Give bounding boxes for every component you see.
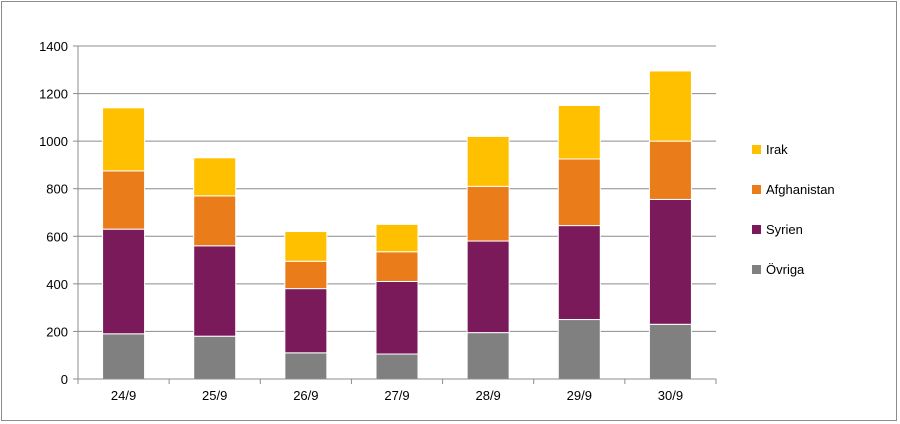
- bar-segment: [102, 333, 146, 380]
- bar-segment: [557, 158, 601, 227]
- bar-segment: [466, 185, 510, 242]
- gridlines: [78, 45, 716, 332]
- bars: [102, 70, 692, 380]
- bar-segment: [193, 245, 237, 337]
- legend-swatch: [752, 265, 761, 274]
- y-tick-label: 800: [46, 182, 68, 197]
- legend-label: Syrien: [766, 222, 803, 237]
- bar-segment: [102, 107, 146, 172]
- bar-segment: [102, 228, 146, 335]
- bar-segment: [648, 198, 692, 325]
- legend-swatch: [752, 225, 761, 234]
- bar-segment: [193, 335, 237, 380]
- y-tick-label: 1000: [39, 134, 68, 149]
- x-tick-label: 29/9: [567, 388, 592, 403]
- y-tick-label: 600: [46, 229, 68, 244]
- bar-segment: [648, 323, 692, 380]
- bar-segment: [284, 352, 328, 380]
- bar-segment: [193, 157, 237, 197]
- y-axis-ticks: 0 200 400 600 800 1000 1200 1400: [39, 39, 78, 387]
- bar-segment: [284, 260, 328, 290]
- bar-segment: [375, 223, 419, 253]
- y-tick-label: 200: [46, 324, 68, 339]
- bar-segment: [557, 319, 601, 380]
- y-tick-label: 1400: [39, 39, 68, 54]
- bar-segment: [466, 332, 510, 380]
- bar-segment: [284, 231, 328, 262]
- legend-label: Övriga: [766, 262, 805, 277]
- x-tick-label: 25/9: [202, 388, 227, 403]
- x-tick-label: 27/9: [384, 388, 409, 403]
- x-tick-label: 24/9: [111, 388, 136, 403]
- legend-swatch: [752, 145, 761, 154]
- y-tick-label: 0: [61, 372, 68, 387]
- bar-segment: [284, 288, 328, 354]
- bar-segment: [375, 353, 419, 380]
- y-tick-label: 400: [46, 277, 68, 292]
- bar-segment: [375, 280, 419, 355]
- axes: [77, 46, 716, 380]
- bar-segment: [466, 240, 510, 334]
- legend-label: Afghanistan: [766, 182, 835, 197]
- legend-label: Irak: [766, 142, 788, 157]
- bar-segment: [648, 70, 692, 142]
- bar-segment: [375, 251, 419, 282]
- legend: Irak Afghanistan Syrien Övriga: [752, 142, 835, 277]
- y-tick-label: 1200: [39, 87, 68, 102]
- bar-segment: [193, 195, 237, 247]
- bar-segment: [557, 104, 601, 160]
- x-axis-ticks: 24/9 25/9 26/9 27/9 28/9 29/9 30/9: [77, 379, 717, 403]
- x-tick-label: 26/9: [293, 388, 318, 403]
- x-tick-label: 28/9: [475, 388, 500, 403]
- x-tick-label: 30/9: [658, 388, 683, 403]
- bar-segment: [648, 140, 692, 200]
- bar-segment: [102, 170, 146, 230]
- bar-segment: [466, 135, 510, 187]
- bar-segment: [557, 225, 601, 321]
- legend-swatch: [752, 185, 761, 194]
